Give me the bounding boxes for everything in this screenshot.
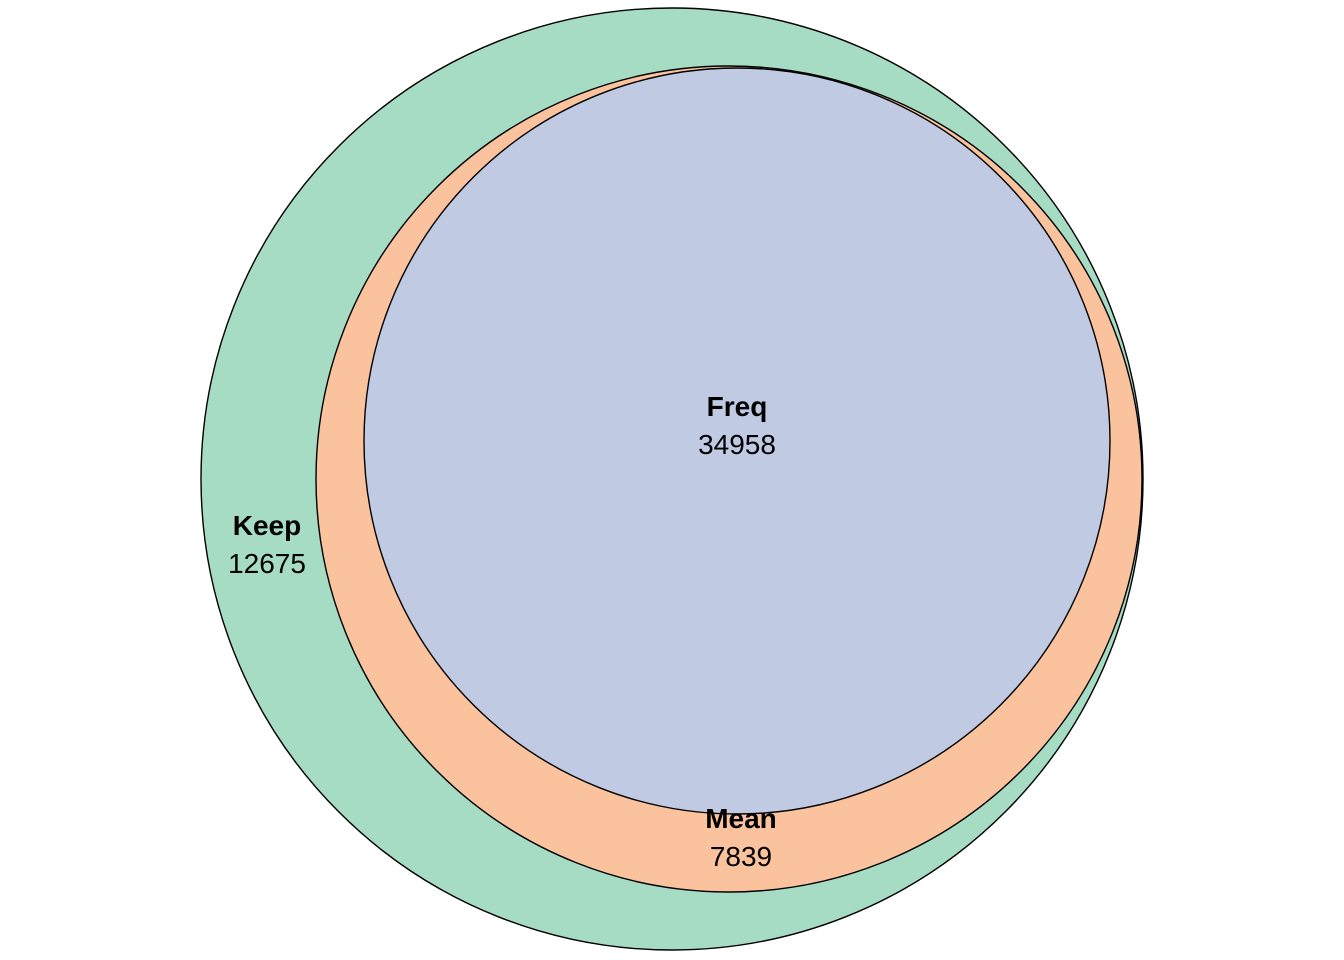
set-freq-name: Freq — [707, 391, 768, 422]
set-mean-count: 7839 — [710, 841, 772, 872]
set-mean-label: Mean 7839 — [705, 803, 777, 872]
set-freq-circle — [363, 67, 1111, 815]
set-keep-count: 12675 — [228, 548, 306, 579]
set-freq-label: Freq 34958 — [698, 391, 776, 460]
set-freq — [363, 67, 1111, 815]
set-mean-name: Mean — [705, 803, 777, 834]
set-keep-label: Keep 12675 — [228, 510, 306, 579]
set-freq-count: 34958 — [698, 429, 776, 460]
set-keep-name: Keep — [233, 510, 301, 541]
